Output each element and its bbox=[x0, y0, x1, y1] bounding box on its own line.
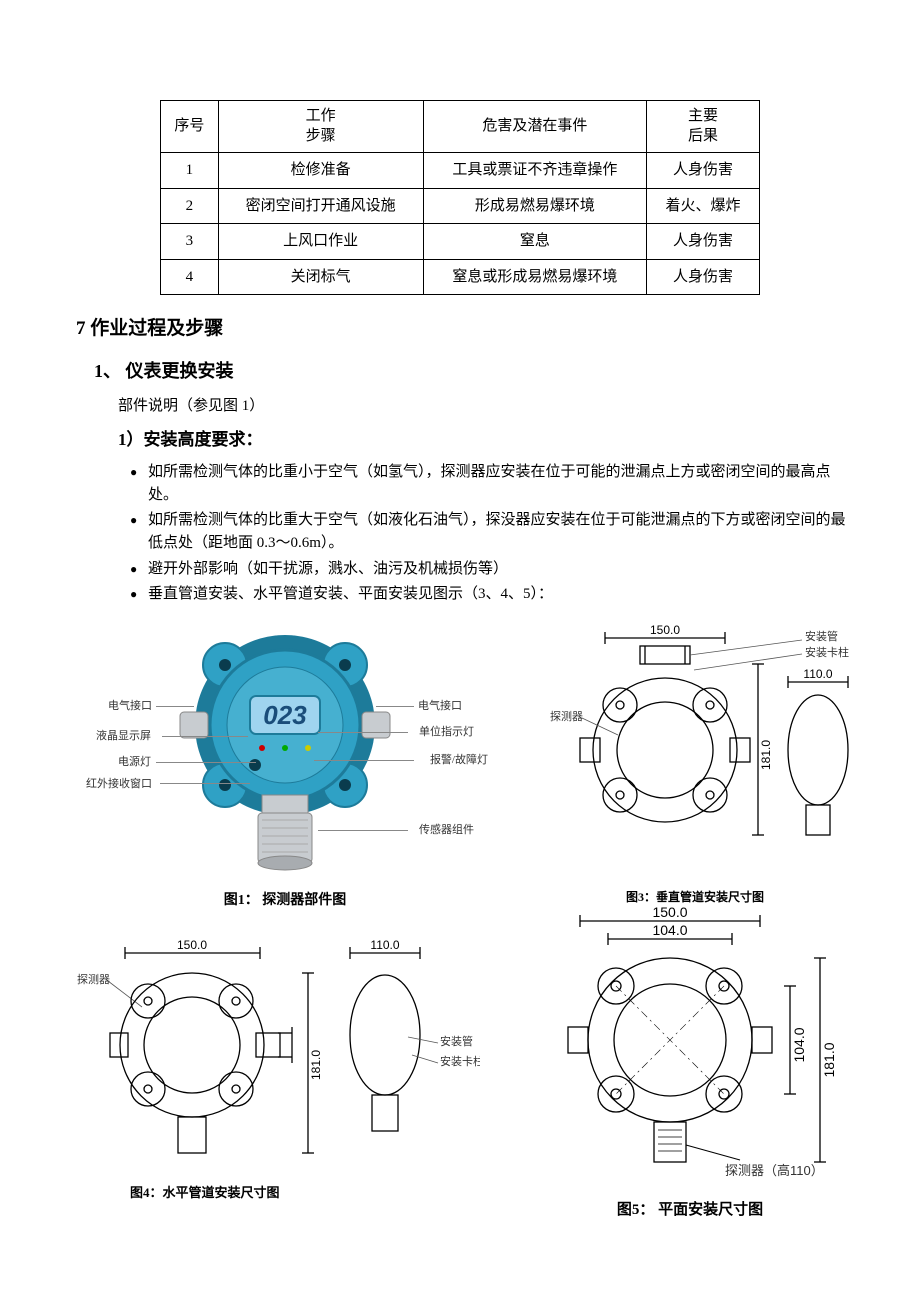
svg-text:110.0: 110.0 bbox=[370, 938, 399, 952]
figure-1: 023 电气接口 液晶显示屏 电源灯 bbox=[90, 620, 480, 911]
label-right-3: 报警/故障灯 bbox=[430, 752, 488, 769]
list-item: 如所需检测气体的比重小于空气（如氢气），探测器应安装在位于可能的泄漏点上方或密闭… bbox=[130, 461, 860, 508]
label-left-4: 红外接收窗口 bbox=[86, 776, 152, 793]
th-step: 工作 步骤 bbox=[218, 101, 423, 153]
svg-text:探测器: 探测器 bbox=[550, 710, 583, 723]
figure-3: 150.0 181.0 110.0 bbox=[530, 620, 860, 906]
svg-text:150.0: 150.0 bbox=[650, 623, 680, 637]
list-item: 如所需检测气体的比重大于空气（如液化石油气），探没器应安装在位于可能泄漏点的下方… bbox=[130, 509, 860, 556]
fig5-caption: 图5： 平面安装尺寸图 bbox=[520, 1199, 860, 1222]
section-7-heading: 7 作业过程及步骤 bbox=[76, 315, 860, 344]
label-right-4: 传感器组件 bbox=[419, 822, 474, 839]
svg-text:110.0: 110.0 bbox=[803, 667, 832, 681]
svg-text:安装管: 安装管 bbox=[805, 629, 838, 643]
svg-text:150.0: 150.0 bbox=[652, 905, 687, 920]
fig4-caption: 图4：水平管道安装尺寸图 bbox=[130, 1183, 480, 1203]
svg-text:探测器（高110）: 探测器（高110） bbox=[725, 1163, 824, 1178]
svg-text:安装卡柱: 安装卡柱 bbox=[440, 1054, 480, 1068]
sub-1-heading: 1、 仪表更换安装 bbox=[94, 358, 860, 385]
list-item: 垂直管道安装、水平管道安装、平面安装见图示（3、4、5）： bbox=[130, 583, 860, 606]
diagrams-area: 023 电气接口 液晶显示屏 电源灯 bbox=[60, 620, 860, 1230]
sub-1-1-heading: 1）安装高度要求： bbox=[118, 427, 860, 453]
part-note: 部件说明（参见图 1） bbox=[118, 395, 860, 418]
th-result: 主要 后果 bbox=[647, 101, 760, 153]
figure-4: 探测器 150.0 181.0 bbox=[60, 925, 480, 1203]
hazard-table: 序号 工作 步骤 危害及潜在事件 主要 后果 1检修准备工具或票证不齐违章操作人… bbox=[160, 100, 760, 295]
svg-text:104.0: 104.0 bbox=[652, 922, 687, 938]
table-row: 4关闭标气窒息或形成易燃易爆环境人身伤害 bbox=[161, 259, 760, 295]
table-row: 3上风口作业窒息人身伤害 bbox=[161, 224, 760, 260]
hazard-tbody: 1检修准备工具或票证不齐违章操作人身伤害 2密闭空间打开通风设施形成易燃易爆环境… bbox=[161, 153, 760, 295]
detector-device-svg: 023 bbox=[140, 620, 430, 890]
th-hazard: 危害及潜在事件 bbox=[423, 101, 646, 153]
svg-text:181.0: 181.0 bbox=[821, 1042, 837, 1077]
label-right-2: 单位指示灯 bbox=[419, 724, 474, 741]
svg-text:181.0: 181.0 bbox=[759, 740, 773, 770]
label-left-3: 电源灯 bbox=[118, 754, 151, 771]
svg-text:104.0: 104.0 bbox=[791, 1027, 807, 1062]
fig1-caption: 图1： 探测器部件图 bbox=[90, 890, 480, 911]
label-right-1: 电气接口 bbox=[418, 698, 462, 715]
svg-text:安装管: 安装管 bbox=[440, 1034, 473, 1048]
list-item: 避开外部影响（如干扰源，溅水、油污及机械损伤等） bbox=[130, 558, 860, 581]
lcd-display-value: 023 bbox=[263, 700, 307, 730]
svg-text:181.0: 181.0 bbox=[309, 1050, 323, 1080]
label-left-1: 电气接口 bbox=[108, 698, 152, 715]
svg-text:安装卡柱: 安装卡柱 bbox=[805, 645, 849, 659]
requirements-list: 如所需检测气体的比重小于空气（如氢气），探测器应安装在位于可能的泄漏点上方或密闭… bbox=[130, 461, 860, 607]
svg-text:探测器: 探测器 bbox=[77, 973, 110, 986]
fig3-caption: 图3：垂直管道安装尺寸图 bbox=[530, 888, 860, 906]
th-seq: 序号 bbox=[161, 101, 219, 153]
figure-5: 150.0 104.0 bbox=[520, 905, 860, 1222]
label-left-2: 液晶显示屏 bbox=[96, 728, 151, 745]
table-row: 2密闭空间打开通风设施形成易燃易爆环境着火、爆炸 bbox=[161, 188, 760, 224]
table-row: 1检修准备工具或票证不齐违章操作人身伤害 bbox=[161, 153, 760, 189]
svg-text:150.0: 150.0 bbox=[177, 938, 207, 952]
